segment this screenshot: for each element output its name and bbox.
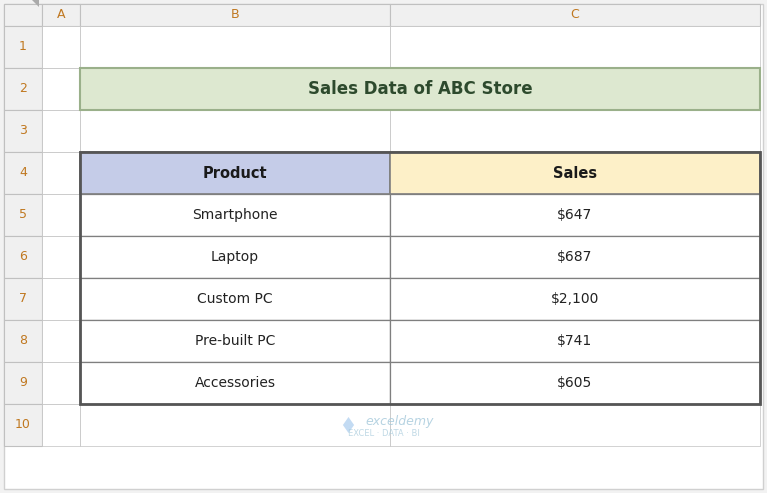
Bar: [80, 26, 390, 68]
Bar: [80, 4, 390, 26]
Text: $741: $741: [558, 334, 593, 348]
Bar: [390, 236, 760, 278]
Bar: [4, 4, 42, 26]
Text: Smartphone: Smartphone: [193, 208, 278, 222]
Bar: [4, 362, 42, 404]
Text: 7: 7: [19, 292, 27, 306]
Text: 1: 1: [19, 40, 27, 54]
Bar: [80, 152, 390, 194]
Bar: [42, 236, 80, 278]
Bar: [80, 278, 390, 320]
Bar: [390, 278, 760, 320]
Text: C: C: [571, 8, 579, 22]
Bar: [390, 110, 760, 152]
Bar: [80, 68, 390, 110]
Bar: [390, 278, 760, 320]
Bar: [80, 320, 390, 362]
Bar: [390, 152, 760, 194]
Bar: [42, 152, 80, 194]
Bar: [4, 68, 42, 110]
Bar: [390, 152, 760, 194]
Bar: [390, 236, 760, 278]
Bar: [80, 110, 390, 152]
Text: 4: 4: [19, 167, 27, 179]
Bar: [390, 362, 760, 404]
Polygon shape: [343, 417, 354, 433]
Text: 6: 6: [19, 250, 27, 263]
Bar: [80, 152, 760, 404]
Bar: [4, 320, 42, 362]
Text: exceldemy: exceldemy: [366, 415, 434, 427]
Bar: [80, 362, 390, 404]
Text: B: B: [231, 8, 239, 22]
Text: Laptop: Laptop: [211, 250, 259, 264]
Text: 5: 5: [19, 209, 27, 221]
Text: Custom PC: Custom PC: [197, 292, 273, 306]
Text: 2: 2: [19, 82, 27, 96]
Bar: [390, 26, 760, 68]
Text: 3: 3: [19, 125, 27, 138]
Bar: [390, 194, 760, 236]
Text: EXCEL · DATA · BI: EXCEL · DATA · BI: [347, 428, 420, 437]
Text: Pre-built PC: Pre-built PC: [195, 334, 275, 348]
Bar: [4, 152, 42, 194]
Bar: [4, 404, 42, 446]
Text: $687: $687: [558, 250, 593, 264]
Bar: [42, 68, 80, 110]
Text: A: A: [57, 8, 65, 22]
Bar: [80, 320, 390, 362]
Text: $2,100: $2,100: [551, 292, 599, 306]
Text: 9: 9: [19, 377, 27, 389]
Bar: [4, 278, 42, 320]
Text: $605: $605: [558, 376, 593, 390]
Bar: [80, 194, 390, 236]
Text: Product: Product: [202, 166, 268, 180]
Bar: [42, 4, 80, 26]
Bar: [80, 194, 390, 236]
Bar: [80, 404, 390, 446]
Bar: [42, 110, 80, 152]
Bar: [390, 320, 760, 362]
Bar: [80, 152, 390, 194]
Bar: [42, 320, 80, 362]
Bar: [42, 404, 80, 446]
Bar: [80, 236, 390, 278]
Bar: [390, 4, 760, 26]
Bar: [390, 362, 760, 404]
Bar: [390, 320, 760, 362]
Bar: [390, 68, 760, 110]
Text: Sales: Sales: [553, 166, 597, 180]
Text: Accessories: Accessories: [195, 376, 275, 390]
Bar: [42, 26, 80, 68]
Bar: [4, 236, 42, 278]
Bar: [80, 278, 390, 320]
Bar: [42, 278, 80, 320]
Bar: [4, 110, 42, 152]
Bar: [80, 236, 390, 278]
Text: $647: $647: [558, 208, 593, 222]
Bar: [42, 362, 80, 404]
Bar: [80, 68, 760, 110]
Bar: [80, 362, 390, 404]
Polygon shape: [29, 0, 39, 7]
Bar: [42, 194, 80, 236]
Text: 10: 10: [15, 419, 31, 431]
Text: Sales Data of ABC Store: Sales Data of ABC Store: [308, 80, 532, 98]
Text: 8: 8: [19, 334, 27, 348]
Bar: [4, 194, 42, 236]
Bar: [4, 26, 42, 68]
Bar: [390, 404, 760, 446]
Bar: [390, 194, 760, 236]
